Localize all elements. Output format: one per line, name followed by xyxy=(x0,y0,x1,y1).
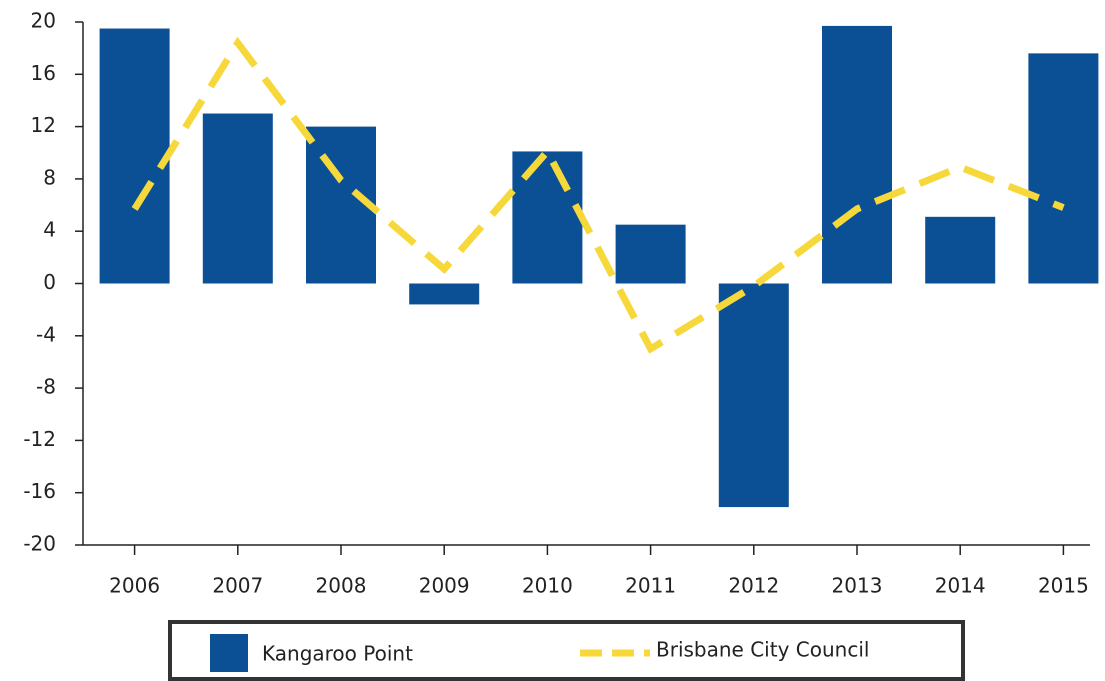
bar xyxy=(1028,53,1099,284)
legend-swatch xyxy=(210,634,248,672)
x-tick-label: 2014 xyxy=(935,574,986,598)
bar xyxy=(99,28,170,284)
line xyxy=(131,36,1065,354)
bar xyxy=(512,151,583,284)
y-tick-label: 0 xyxy=(43,270,56,294)
bar xyxy=(306,126,376,284)
y-tick-label: -8 xyxy=(36,375,56,399)
bar xyxy=(822,25,892,284)
x-tick-label: 2009 xyxy=(419,574,470,598)
y-tick-label: 4 xyxy=(43,218,56,242)
x-tick-label: 2015 xyxy=(1038,574,1089,598)
legend-label: Brisbane City Council xyxy=(656,638,869,662)
x-tick-label: 2010 xyxy=(522,574,573,598)
bar xyxy=(202,113,273,284)
y-tick-label: -12 xyxy=(23,427,56,451)
bar xyxy=(409,283,480,305)
x-tick-label: 2011 xyxy=(625,574,676,598)
y-tick-label: -20 xyxy=(23,532,56,556)
x-tick-label: 2008 xyxy=(316,574,367,598)
x-tick-label: 2013 xyxy=(832,574,883,598)
y-tick-label: 8 xyxy=(43,165,56,189)
legend-box xyxy=(168,620,965,681)
x-tick-label: 2007 xyxy=(212,574,263,598)
x-tick-label: 2006 xyxy=(109,574,160,598)
y-tick-label: 20 xyxy=(31,9,56,33)
y-tick-label: -16 xyxy=(23,479,56,503)
legend-label: Kangaroo Point xyxy=(262,642,413,666)
x-tick-label: 2012 xyxy=(728,574,779,598)
y-tick-label: 12 xyxy=(31,113,56,137)
bar xyxy=(925,216,996,284)
bar xyxy=(615,224,686,284)
y-tick-label: -4 xyxy=(36,322,56,346)
bar xyxy=(718,283,789,508)
y-tick-label: 16 xyxy=(31,61,56,85)
